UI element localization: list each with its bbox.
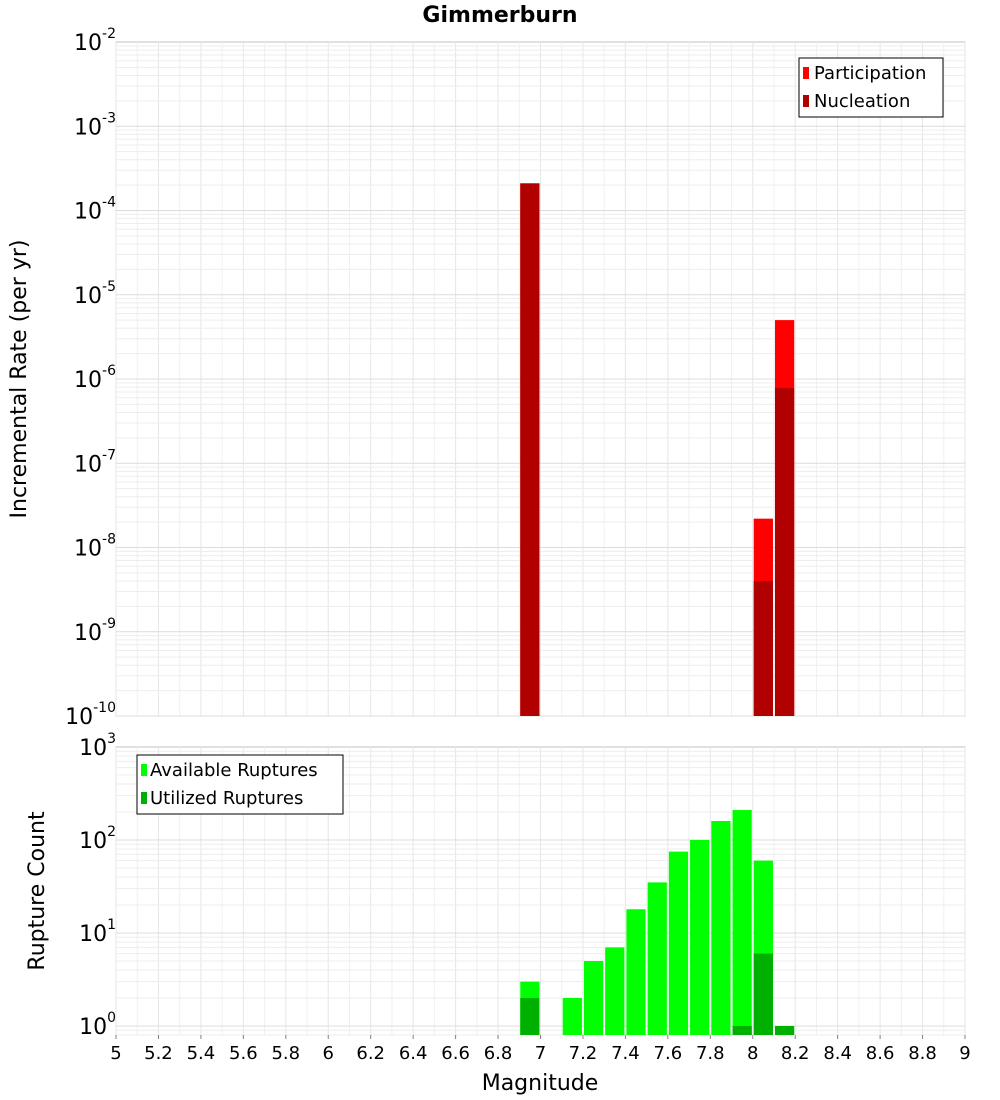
x-tick-label: 8.4 — [823, 1043, 852, 1064]
x-tick-label: 6.4 — [399, 1043, 428, 1064]
legend-participation: Participation — [814, 63, 926, 84]
bar-available-ruptures: Available Ruptures 7.25: 5 — [583, 960, 604, 1035]
x-tick-label: 8.6 — [866, 1043, 895, 1064]
chart-title: Gimmerburn — [422, 3, 577, 28]
bottom-legend: Available Ruptures Utilized Ruptures — [136, 754, 344, 815]
x-tick-label: 5.6 — [229, 1043, 258, 1064]
top-bars: Participation 6.95: 0.00021Participation… — [520, 183, 795, 716]
x-tick-label: 8.2 — [781, 1043, 810, 1064]
y-tick-label: 10-5 — [74, 279, 116, 309]
x-tick-label: 5.4 — [187, 1043, 216, 1064]
top-grid — [115, 42, 966, 717]
x-tick-label: 6.6 — [441, 1043, 470, 1064]
bottom-plot-panel: Available Ruptures 6.95: 3Available Rupt… — [25, 731, 966, 1040]
bar-available-ruptures: Available Ruptures 7.85: 160 — [711, 821, 731, 1035]
bar-available-ruptures: Available Ruptures 7.55: 35 — [647, 882, 667, 1035]
utilized-swatch — [141, 792, 147, 804]
y-tick-label: 10-10 — [65, 700, 116, 730]
x-tick-label: 7 — [535, 1043, 546, 1064]
y-tick-label: 101 — [79, 917, 116, 947]
x-tick-label: 7.6 — [654, 1043, 683, 1064]
bar-utilized-ruptures: Utilized Ruptures 8.05: 6 — [753, 953, 773, 1035]
top-legend: Participation Nucleation — [798, 57, 944, 118]
bar-available-ruptures: Available Ruptures 7.65: 75 — [668, 851, 689, 1035]
bottom-legend-box — [136, 754, 344, 815]
bar-available-ruptures: Available Ruptures 7.45: 18 — [626, 909, 646, 1035]
bar-available-ruptures: Available Ruptures 7.95: 210 — [732, 810, 752, 1035]
participation-swatch — [803, 67, 809, 79]
bar-nucleation: Nucleation 8.15: 7.8e-7 — [774, 388, 795, 716]
nucleation-swatch — [803, 95, 809, 107]
x-tick-label: 9 — [959, 1043, 970, 1064]
y-tick-label: 10-4 — [74, 195, 116, 225]
x-axis-label: Magnitude — [482, 1071, 599, 1096]
top-plot-panel: Participation 6.95: 0.00021Participation… — [7, 26, 966, 730]
x-tick-label: 7.8 — [696, 1043, 725, 1064]
bar-utilized-ruptures: Utilized Ruptures 6.95: 2 — [520, 997, 540, 1035]
y-tick-label: 10-8 — [74, 532, 116, 562]
bottom-bars: Available Ruptures 6.95: 3Available Rupt… — [520, 810, 795, 1035]
available-swatch — [141, 764, 147, 776]
y-tick-label: 10-2 — [74, 26, 116, 56]
x-tick-label: 7.2 — [569, 1043, 598, 1064]
x-tick-label: 7.4 — [611, 1043, 640, 1064]
y-tick-label: 10-6 — [74, 363, 116, 393]
top-y-ticks: 10-2 10-3 10-4 10-5 10-6 10-7 10-8 10-9 10-10 — [65, 26, 116, 730]
y-tick-label: 10-7 — [74, 447, 116, 477]
legend-utilized: Utilized Ruptures — [150, 788, 303, 809]
legend-nucleation: Nucleation — [814, 91, 910, 112]
y-tick-label: 100 — [79, 1010, 116, 1040]
x-tick-label: 6.8 — [484, 1043, 513, 1064]
bar-utilized-ruptures: Utilized Ruptures 7.95: 1 — [732, 1025, 752, 1035]
bottom-y-ticks: 103 102 101 100 — [79, 731, 116, 1040]
x-tick-label: 8.8 — [908, 1043, 937, 1064]
bar-available-ruptures: Available Ruptures 7.35: 7 — [605, 947, 625, 1035]
bar-nucleation: Nucleation 6.95: 0.00021 — [520, 183, 540, 716]
x-ticks: 5 5.2 5.4 5.6 5.8 6 6.2 6.4 6.6 6.8 7 7.2 7.4 7.6 7.8 8… — [110, 1035, 971, 1064]
y-tick-label: 10-3 — [74, 110, 116, 140]
x-tick-label: 8 — [747, 1043, 758, 1064]
y-tick-label: 10-9 — [74, 616, 116, 646]
x-tick-label: 5.8 — [271, 1043, 300, 1064]
y-tick-label: 102 — [79, 824, 116, 854]
y-tick-label: 103 — [79, 731, 116, 761]
bottom-y-axis-label: Rupture Count — [25, 811, 50, 971]
x-tick-label: 5.2 — [144, 1043, 173, 1064]
bar-available-ruptures: Available Ruptures 7.15: 2 — [562, 997, 582, 1035]
bar-nucleation: Nucleation 8.05: 4e-9 — [753, 581, 773, 716]
top-legend-box — [798, 57, 944, 118]
x-tick-label: 6 — [323, 1043, 334, 1064]
bar-utilized-ruptures: Utilized Ruptures 8.15: 1 — [774, 1025, 795, 1035]
legend-available: Available Ruptures — [150, 760, 318, 781]
top-y-axis-label: Incremental Rate (per yr) — [7, 240, 32, 519]
x-tick-label: 6.2 — [356, 1043, 385, 1064]
x-tick-label: 5 — [110, 1043, 121, 1064]
bar-available-ruptures: Available Ruptures 7.75: 100 — [690, 839, 710, 1035]
